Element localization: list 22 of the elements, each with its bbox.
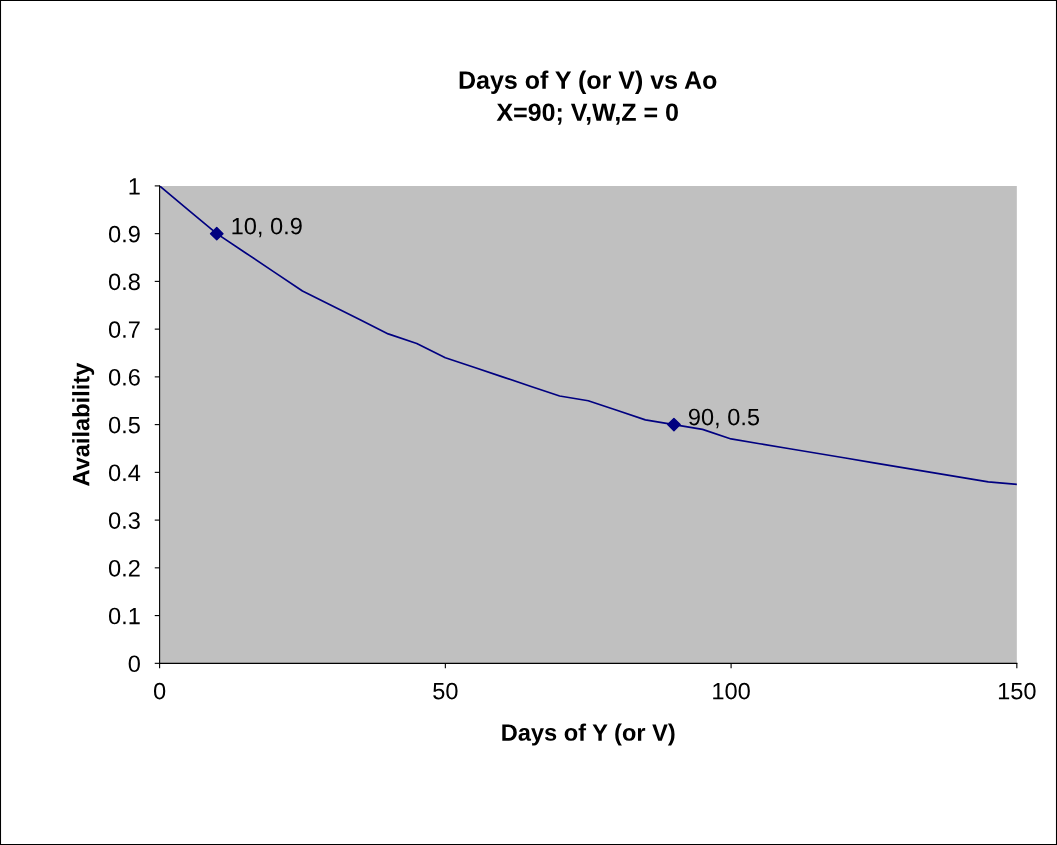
y-axis-title: Availability xyxy=(72,362,95,486)
x-tick-label: 150 xyxy=(998,682,1036,700)
chart-subtitle: X=90; V,W,Z = 0 xyxy=(496,103,678,125)
y-tick-label: 1 xyxy=(129,178,140,195)
x-tick-label: 50 xyxy=(433,682,458,700)
line-series xyxy=(159,185,1017,486)
y-tick-label: 0.1 xyxy=(108,607,140,625)
y-tick-label: 0.3 xyxy=(108,512,140,529)
y-tick-label: 0.4 xyxy=(108,464,141,482)
y-tick-label: 0 xyxy=(128,655,140,673)
annotation: 90, 0.5 xyxy=(688,408,760,429)
x-tick-label: 0 xyxy=(153,682,166,700)
y-tick-label: 0.5 xyxy=(108,416,140,434)
y-tick-label: 0.8 xyxy=(108,273,140,291)
x-axis-title: Days of Y (or V) xyxy=(502,723,675,746)
annotation: 10, 0.9 xyxy=(232,217,302,238)
y-tick-label: 0.6 xyxy=(108,368,140,386)
x-tick-label: 100 xyxy=(713,682,750,700)
chart-title: Days of Y (or V) vs Ao xyxy=(459,70,717,94)
y-tick-label: 0.2 xyxy=(108,559,140,577)
y-tick-label: 0.7 xyxy=(108,321,140,338)
y-tick-label: 0.9 xyxy=(108,225,140,243)
